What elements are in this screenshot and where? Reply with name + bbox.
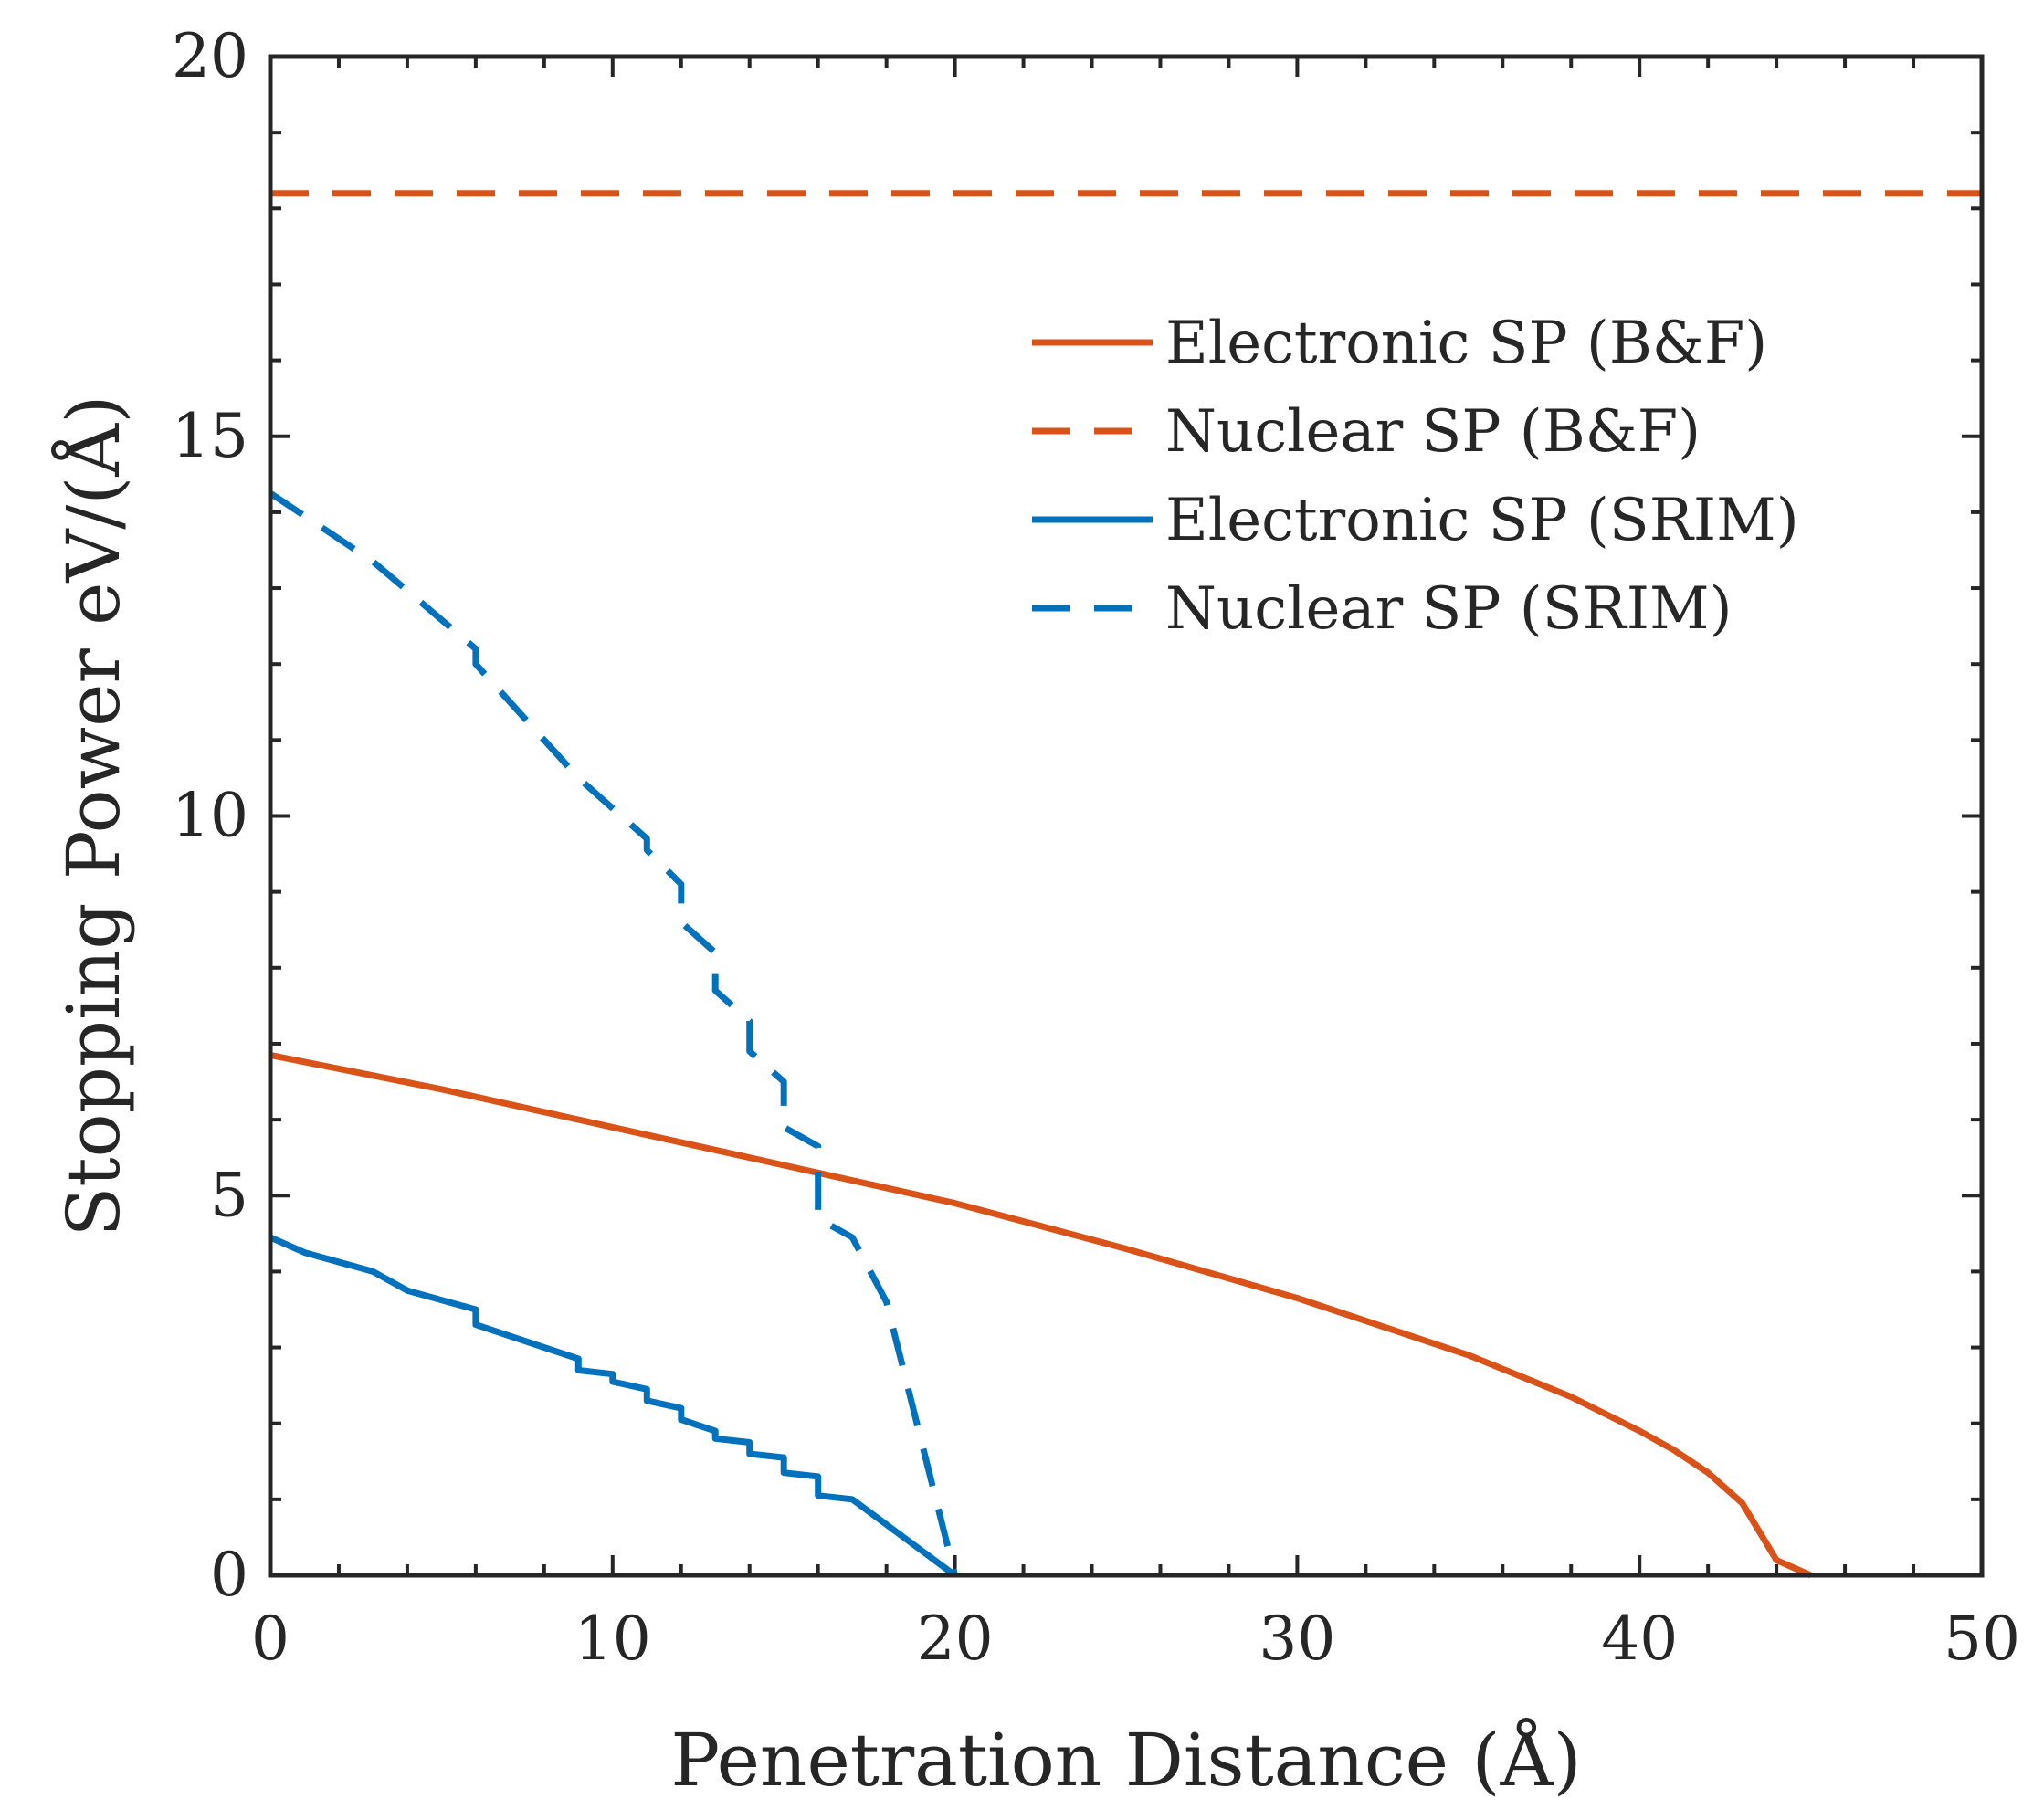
x-axis-label: Penetration Distance (Å): [670, 1717, 1581, 1803]
series-layer: [269, 190, 1982, 1578]
series-line-4: [269, 490, 958, 1576]
legend-label: Electronic SP (SRIM): [1165, 487, 1799, 554]
legend: Electronic SP (B&F) Nuclear SP (B&F) Elect…: [1032, 310, 1799, 643]
y-tick-label: 10: [172, 781, 248, 851]
x-tick-label: 40: [1601, 1604, 1678, 1674]
y-tick-label: 0: [210, 1540, 248, 1610]
plot-frame: [268, 54, 1985, 1578]
legend-label: Electronic SP (B&F): [1165, 310, 1767, 377]
y-tick-label: 15: [172, 401, 248, 471]
x-tick-labels: 0 10 20 30 40 50: [251, 1604, 2020, 1674]
legend-label: Nuclear SP (B&F): [1165, 398, 1701, 466]
x-tick-label: 50: [1943, 1604, 2020, 1674]
series-line-1: [269, 1051, 1813, 1578]
x-tick-label: 20: [917, 1604, 994, 1674]
plot-area: [270, 57, 1982, 1575]
y-tick-label: 5: [210, 1160, 248, 1230]
y-tick-label: 20: [172, 21, 248, 91]
x-tick-label: 0: [251, 1604, 290, 1674]
legend-label: Nuclear SP (SRIM): [1165, 575, 1733, 643]
series-line-3: [269, 1234, 957, 1578]
y-axis-label: Stopping Power eV/(Å): [50, 395, 136, 1237]
x-tick-label: 10: [574, 1604, 651, 1674]
x-tick-label: 30: [1259, 1604, 1335, 1674]
y-tick-labels: 0 5 10 15 20: [172, 21, 248, 1610]
